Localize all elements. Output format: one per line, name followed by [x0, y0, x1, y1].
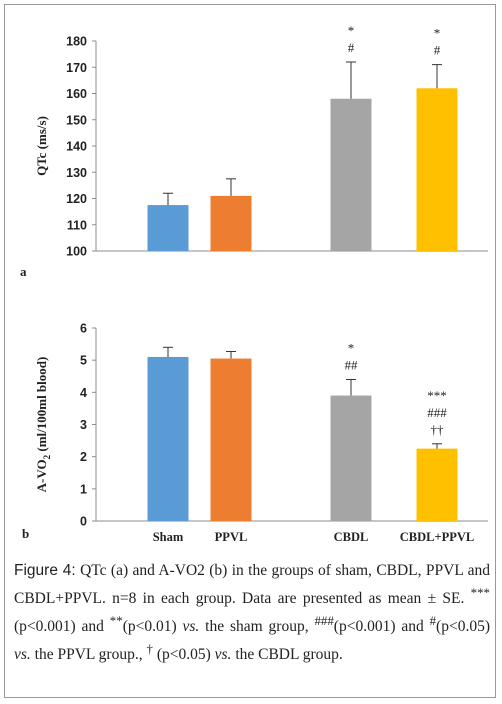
y-tick-label: 180: [66, 35, 87, 49]
figure-label: Figure 4:: [14, 562, 76, 579]
caption-text-6: (p<0.05): [436, 618, 490, 636]
significance-marker: #: [348, 40, 355, 55]
bar: [416, 88, 458, 251]
significance-marker: ##: [345, 357, 359, 372]
y-axis-label-main: A-VO: [34, 459, 49, 492]
bar: [330, 395, 372, 521]
caption-text-7: the PPVL group.,: [30, 646, 147, 664]
significance-marker: ††: [431, 422, 445, 437]
y-tick-label: 2: [80, 450, 87, 464]
y-tick-label: 0: [80, 515, 87, 529]
y-tick-label: 160: [66, 87, 87, 101]
y-axis-label-rest: (ml/100ml blood): [34, 357, 49, 455]
bar: [416, 448, 458, 521]
bar: [210, 195, 252, 251]
caption-text-8: (p<0.05): [152, 646, 215, 664]
significance-marker: ###: [427, 405, 447, 420]
caption-sup-1: ***: [470, 585, 490, 600]
y-tick-label: 150: [66, 113, 87, 127]
y-axis-label: A-VO2 (ml/100ml blood): [34, 357, 52, 493]
caption-vs-2: vs.: [14, 646, 31, 664]
figure-frame: [4, 4, 496, 698]
y-tick-label: 3: [80, 418, 87, 432]
y-tick-label: 170: [66, 61, 87, 75]
caption-text-3: (p<0.01): [122, 618, 183, 636]
y-tick-label: 6: [80, 322, 87, 336]
y-tick-label: 130: [66, 166, 87, 180]
bar: [210, 358, 252, 521]
x-tick-label: Sham: [153, 530, 184, 544]
caption-vs-1: vs.: [182, 618, 200, 636]
panel-label: a: [20, 264, 27, 279]
caption-vs-3: vs.: [214, 646, 232, 664]
significance-marker: #: [434, 43, 441, 58]
y-tick-label: 140: [66, 140, 87, 154]
caption-sup-2: **: [109, 613, 123, 629]
significance-marker: *: [348, 23, 355, 38]
x-tick-label: CBDL+PPVL: [400, 530, 475, 544]
x-tick-label: CBDL: [334, 530, 369, 544]
bar: [330, 98, 372, 251]
y-tick-label: 120: [66, 192, 87, 206]
significance-marker: *: [348, 340, 355, 355]
caption-sup-5: †: [146, 641, 153, 657]
caption-text-4: the sham group,: [199, 618, 315, 636]
x-tick-label: PPVL: [215, 530, 248, 544]
caption-sup-3: ###: [314, 613, 334, 629]
caption-text-1: QTc (a) and A-VO2 (b) in the groups of s…: [14, 562, 490, 608]
y-axis-label-subscript: 2: [42, 454, 52, 459]
y-tick-label: 5: [80, 354, 87, 368]
caption-text-9: the CBDL group.: [231, 646, 343, 664]
bar: [147, 205, 189, 251]
panel-label: b: [22, 526, 29, 541]
significance-marker: *: [434, 26, 441, 41]
caption-text-2: (p<0.001) and: [14, 618, 110, 636]
y-tick-label: 1: [80, 482, 87, 496]
significance-marker: ***: [427, 388, 447, 403]
y-tick-label: 4: [80, 386, 87, 400]
y-tick-label: 100: [66, 245, 87, 259]
figure-caption: Figure 4: QTc (a) and A-VO2 (b) in the g…: [14, 560, 490, 666]
y-axis-label: QTc (ms/s): [34, 116, 49, 176]
caption-sup-4: #: [429, 613, 437, 629]
y-tick-label: 110: [67, 218, 87, 232]
bar: [147, 356, 189, 521]
caption-text-5: (p<0.001) and: [333, 618, 430, 636]
